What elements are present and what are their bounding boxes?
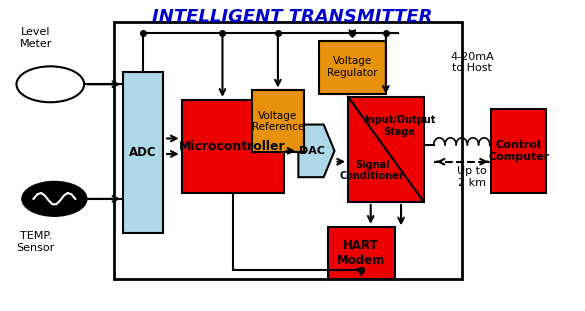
Text: Microcontroller: Microcontroller bbox=[180, 140, 286, 153]
Text: Voltage
Reference: Voltage Reference bbox=[252, 111, 304, 132]
Text: Level
Meter: Level Meter bbox=[19, 27, 52, 49]
Text: INTELLIGENT TRANSMITTER: INTELLIGENT TRANSMITTER bbox=[152, 8, 433, 26]
Text: DAC: DAC bbox=[299, 146, 325, 156]
Text: Voltage
Regulator: Voltage Regulator bbox=[327, 57, 377, 78]
Text: ADC: ADC bbox=[129, 146, 157, 159]
Text: Control
Computer: Control Computer bbox=[488, 140, 549, 162]
Circle shape bbox=[22, 182, 87, 216]
Polygon shape bbox=[298, 124, 335, 177]
Text: TEMP.
Sensor: TEMP. Sensor bbox=[16, 231, 55, 253]
FancyBboxPatch shape bbox=[115, 22, 462, 279]
Text: HART
Modem: HART Modem bbox=[337, 239, 385, 267]
FancyBboxPatch shape bbox=[181, 100, 284, 193]
FancyBboxPatch shape bbox=[319, 41, 386, 94]
FancyBboxPatch shape bbox=[252, 91, 304, 152]
Text: Signal
Conditioner: Signal Conditioner bbox=[340, 160, 405, 181]
FancyBboxPatch shape bbox=[491, 109, 546, 193]
Text: 4-20mA
to Host: 4-20mA to Host bbox=[450, 52, 494, 73]
FancyBboxPatch shape bbox=[328, 227, 395, 279]
FancyBboxPatch shape bbox=[123, 72, 163, 233]
Text: Up to
2 km: Up to 2 km bbox=[457, 166, 487, 188]
FancyBboxPatch shape bbox=[348, 97, 424, 202]
Text: Input/Output
Stage: Input/Output Stage bbox=[364, 115, 435, 137]
